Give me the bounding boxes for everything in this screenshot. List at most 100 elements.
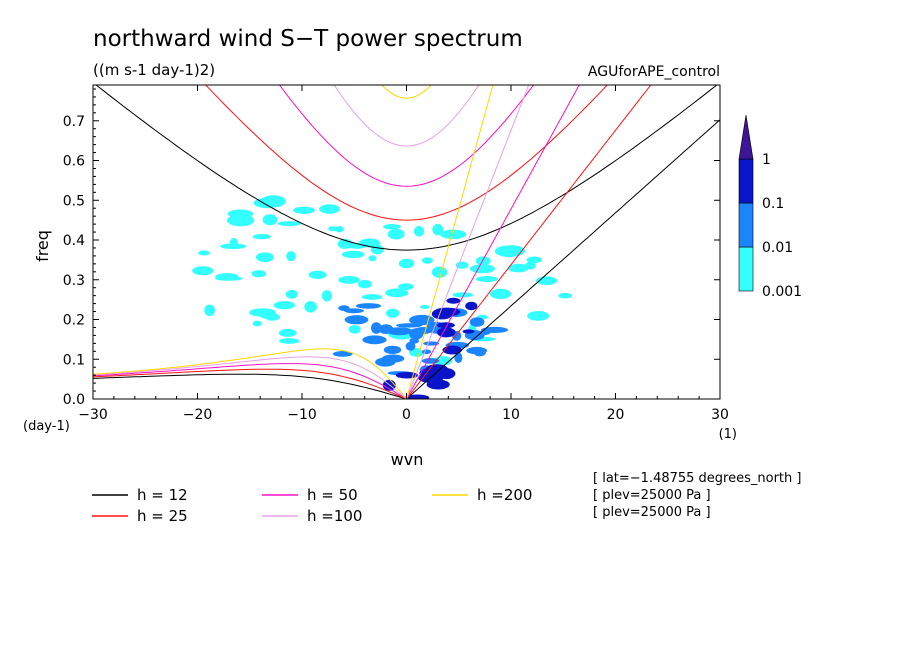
legend-label: h = 50 [307, 486, 358, 504]
colorbar-arrow [738, 114, 754, 160]
x-tick-label: −30 [78, 407, 108, 423]
power-cell [465, 301, 478, 311]
power-cell [469, 264, 495, 274]
power-field [192, 195, 573, 399]
power-cell [293, 206, 315, 214]
power-cell [285, 289, 298, 299]
inertia-gravity-curve [95, 85, 718, 251]
power-cell [198, 250, 211, 256]
power-cell [386, 327, 413, 336]
power-cell [436, 327, 456, 338]
info-plev-2: [ plev=25000 Pa ] [593, 505, 711, 520]
y-tick-label: 0.1 [63, 352, 85, 368]
power-cell [480, 326, 509, 333]
power-cell [431, 266, 448, 278]
x-tick-label: −10 [287, 407, 317, 423]
y-tick-label: 0.3 [63, 273, 85, 289]
power-cell [214, 276, 243, 281]
power-cell [260, 314, 269, 319]
power-cell [361, 294, 383, 300]
kelvin-wave-curve [406, 85, 494, 399]
power-cell [252, 320, 262, 327]
colorbar-segment [738, 202, 754, 248]
inertia-gravity-curve [333, 85, 480, 147]
x-tick-label: 30 [711, 407, 729, 423]
y-tick-label: 0.6 [63, 154, 85, 170]
power-cell [255, 252, 274, 262]
power-cell [452, 292, 474, 298]
legend: h = 12 h = 25 h = 50 h =100 h =200 [92, 486, 532, 525]
power-cell [440, 229, 467, 239]
power-cell [227, 209, 254, 219]
power-cell [204, 304, 216, 316]
y-axis-unit: (day-1) [23, 419, 70, 434]
power-cell [319, 204, 340, 214]
kelvin-wave-curve [406, 119, 720, 399]
power-cell [344, 315, 369, 325]
y-tick-label: 0.7 [63, 114, 85, 130]
colorbar-segment [738, 246, 754, 292]
rossby-wave-curve [93, 368, 407, 399]
power-cell [278, 328, 297, 337]
y-tick-label: 0.4 [63, 233, 85, 249]
power-cell [264, 313, 280, 321]
power-cell [398, 283, 414, 290]
colorbar-label: 0.001 [762, 284, 802, 300]
info-plev-1: [ plev=25000 Pa ] [593, 488, 711, 503]
power-cell [526, 256, 542, 264]
kelvin-wave-curve [406, 85, 530, 399]
power-cell [421, 349, 432, 355]
power-cell [344, 308, 364, 314]
power-cell [475, 276, 499, 282]
kelvin-wave-curve [406, 85, 652, 399]
power-cell [262, 214, 278, 226]
rossby-wave-curve [93, 356, 407, 399]
power-cell [462, 329, 475, 334]
power-cell [334, 226, 344, 233]
power-cell [475, 256, 491, 266]
power-cell [371, 322, 382, 334]
rossby-wave-curve [93, 363, 407, 399]
x-tick-label: 0 [402, 407, 411, 423]
power-cell [220, 243, 247, 250]
power-cell [414, 327, 433, 334]
kelvin-wave-curve [406, 85, 580, 399]
power-cell [348, 325, 361, 334]
power-cell [341, 250, 365, 259]
x-tick-label: −20 [183, 407, 213, 423]
inertia-gravity-curve [381, 85, 432, 99]
power-cell [355, 303, 382, 309]
power-cell [432, 223, 444, 236]
power-cell [308, 270, 327, 279]
colorbar: 0.001 0.01 0.1 1 [738, 114, 802, 300]
power-cell [357, 279, 372, 289]
power-cell [279, 338, 300, 344]
power-cell [345, 242, 368, 249]
power-cell [362, 335, 387, 345]
legend-label: h = 12 [137, 486, 188, 504]
power-cell [370, 244, 384, 255]
rossby-wave-curve [93, 373, 407, 399]
colorbar-label: 0.1 [762, 196, 784, 212]
power-cell [421, 257, 433, 264]
power-cell [423, 341, 440, 346]
power-cell [405, 394, 430, 399]
power-cell [507, 263, 529, 273]
power-cell [442, 345, 462, 355]
power-cell [381, 354, 405, 363]
y-tick-label: 0.5 [63, 193, 85, 209]
power-cell [527, 311, 550, 321]
power-cell [420, 305, 430, 309]
power-cell [338, 276, 360, 284]
dispersion-curves [93, 85, 720, 399]
inertia-gravity-curve [278, 85, 535, 187]
colorbar-segment [738, 158, 754, 204]
power-cell [405, 341, 416, 351]
power-cell [409, 314, 435, 326]
power-cell [321, 290, 332, 302]
power-cell [385, 288, 409, 298]
power-cell [387, 228, 405, 240]
power-cell [413, 226, 425, 237]
power-cell [494, 245, 523, 257]
